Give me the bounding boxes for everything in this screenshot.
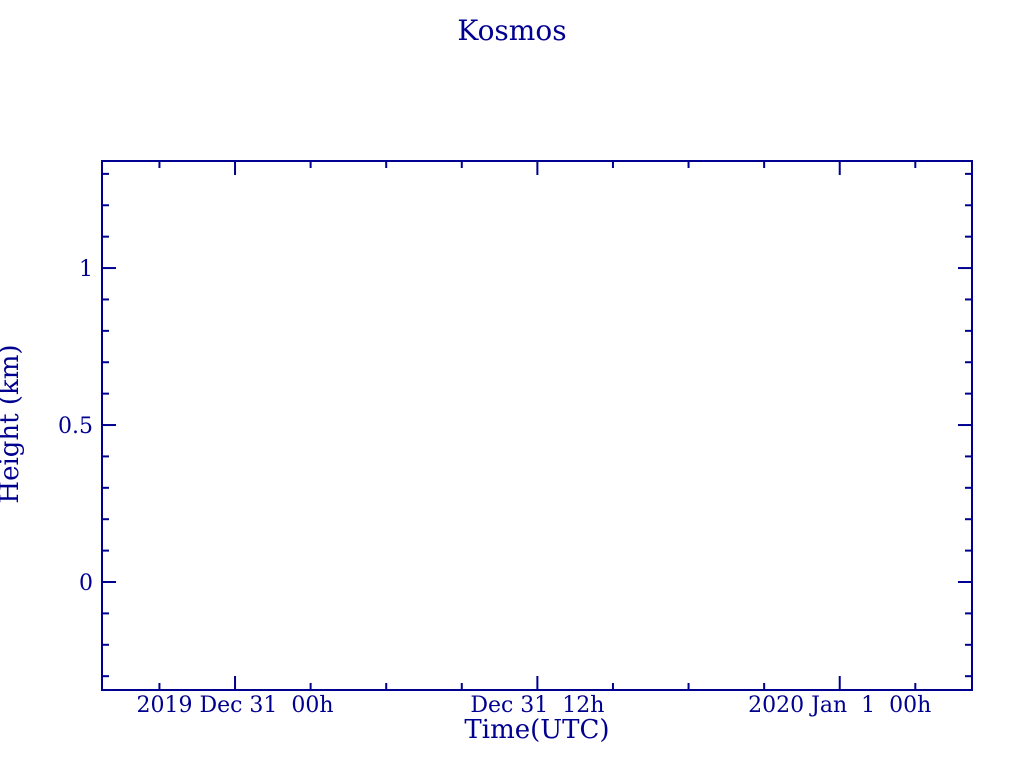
chart-title: Kosmos [457,14,566,47]
x-axis-title: Time(UTC) [464,715,609,745]
axis-tick-labels-layer: 2019 Dec 31 00h Dec 31 12h 2020 Jan 1 00h 0… [58,257,931,718]
plot-frame [101,160,973,691]
x-tick-label: Dec 31 12h [470,693,604,718]
y-tick-label: 0 [79,571,93,596]
y-tick-label: 0.5 [58,414,93,439]
y-axis-title: Height (km) [0,344,25,503]
axis-ticks-layer [102,161,972,690]
x-tick-label: 2020 Jan 1 00h [748,693,931,718]
y-tick-label: 1 [79,257,93,282]
x-tick-label: 2019 Dec 31 00h [136,693,333,718]
